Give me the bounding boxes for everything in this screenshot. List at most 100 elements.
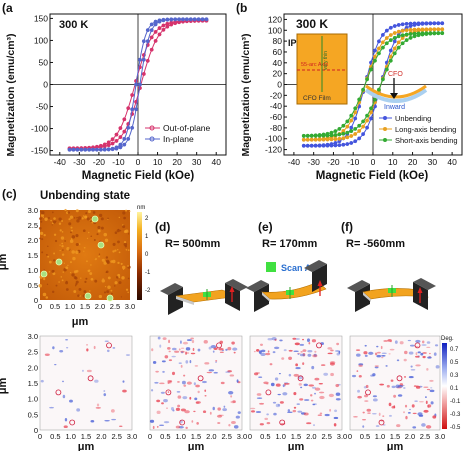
afm-x-tick-label: 0.5	[160, 432, 170, 441]
series-point	[337, 126, 342, 131]
x-tick-label: -40	[288, 157, 301, 167]
topo-grain	[43, 269, 46, 271]
phase-domain	[391, 385, 396, 389]
series-point	[424, 21, 429, 26]
series-point	[357, 97, 362, 102]
topo-grain	[41, 211, 45, 215]
phase-marker	[365, 389, 371, 396]
phase-domain	[399, 341, 404, 345]
phase-domain	[330, 372, 334, 377]
topo-colorbar	[137, 212, 142, 300]
phase-domain	[233, 425, 239, 429]
afm-x-tick-label: 2.0	[306, 432, 316, 441]
phase-domain	[357, 395, 362, 399]
phase-domain	[397, 394, 403, 397]
topo-grain	[69, 272, 72, 274]
topo-grain	[127, 277, 130, 280]
y-tick-label: 20	[273, 69, 283, 79]
phase-domain	[427, 356, 432, 359]
topo-grain	[61, 244, 64, 248]
phase-domain	[204, 362, 210, 365]
topo-grain	[101, 258, 105, 262]
topo-grain	[53, 259, 56, 262]
series-point	[440, 31, 445, 36]
phase-domain	[232, 347, 238, 351]
series-point	[436, 27, 441, 32]
inset-bent-substrate	[364, 88, 428, 103]
topo-grain	[73, 276, 77, 280]
phase-domain	[312, 403, 316, 406]
series-point	[122, 136, 127, 141]
phase-domain	[336, 352, 340, 356]
phase-domain	[195, 401, 199, 404]
phase-domain	[185, 347, 191, 351]
series-point	[337, 136, 342, 141]
phase-domain	[235, 415, 240, 419]
series-point	[380, 40, 385, 45]
phase-domain	[86, 369, 92, 373]
phase-domain	[193, 410, 196, 413]
phase-domain	[203, 340, 208, 344]
phase-domain	[66, 346, 69, 349]
phase-domain	[197, 348, 201, 352]
series-point	[361, 124, 366, 129]
topo-ylabel: μm	[0, 254, 9, 271]
phase-domain	[287, 409, 291, 412]
phase-domain	[338, 350, 341, 354]
topo-grain	[81, 217, 84, 220]
topo-grain	[59, 229, 62, 232]
phase-domain	[417, 351, 421, 354]
topo-grain	[121, 265, 126, 270]
topo-grain	[122, 225, 126, 229]
phase-domain	[294, 342, 300, 346]
legend-out-of-plane: Out-of-plane	[163, 123, 211, 133]
topo-grain	[38, 283, 43, 288]
topo-grain	[84, 215, 88, 219]
afm-y-tick-label: 0	[34, 296, 38, 305]
phase-domain	[310, 394, 313, 397]
afm-x-tick-label: 1.5	[81, 432, 91, 441]
phase-domain	[383, 340, 388, 342]
afm-x-tick-label: 1.5	[390, 432, 400, 441]
phase-domain	[374, 366, 379, 369]
phase-domain	[204, 389, 207, 392]
phase-domain	[314, 387, 321, 391]
topo-grain	[86, 237, 89, 239]
phase-domain	[215, 360, 218, 362]
topo-xlabel: μm	[72, 316, 89, 328]
series-point	[102, 147, 107, 152]
phase-domain	[381, 352, 387, 354]
afm-y-tick-label: 0.5	[28, 410, 38, 419]
phase-domain	[218, 348, 224, 351]
panel-f-letter: (f)	[341, 220, 353, 234]
phase-domain	[122, 389, 127, 393]
phase-domain	[161, 360, 166, 363]
phase-domain	[432, 415, 437, 419]
phase-domain	[307, 350, 313, 353]
series-point	[106, 147, 111, 152]
phase-domain	[167, 346, 171, 350]
topo-grain	[51, 269, 55, 273]
x-tick-label: -40	[54, 157, 67, 167]
phase-domain	[182, 396, 188, 400]
series-point	[126, 106, 131, 111]
phase-domain	[81, 369, 84, 372]
phase-domain	[283, 349, 287, 352]
topo-grain	[98, 213, 103, 218]
phase-domain	[364, 344, 367, 347]
topo-grain	[50, 219, 52, 222]
phase-domain	[208, 346, 212, 350]
phase-domain	[225, 348, 228, 351]
phase-domain	[311, 339, 317, 343]
afm-topography-map	[38, 208, 131, 302]
phase-xlabel: μm	[387, 441, 404, 451]
phase-marker	[279, 419, 286, 426]
topo-grain	[47, 255, 50, 258]
phase-domain	[258, 376, 263, 378]
topo-grain	[53, 252, 56, 255]
phase-domain	[65, 338, 69, 341]
series-point	[196, 17, 201, 22]
series-point	[392, 24, 397, 28]
series-point	[153, 29, 158, 34]
phase-domain	[299, 353, 305, 357]
